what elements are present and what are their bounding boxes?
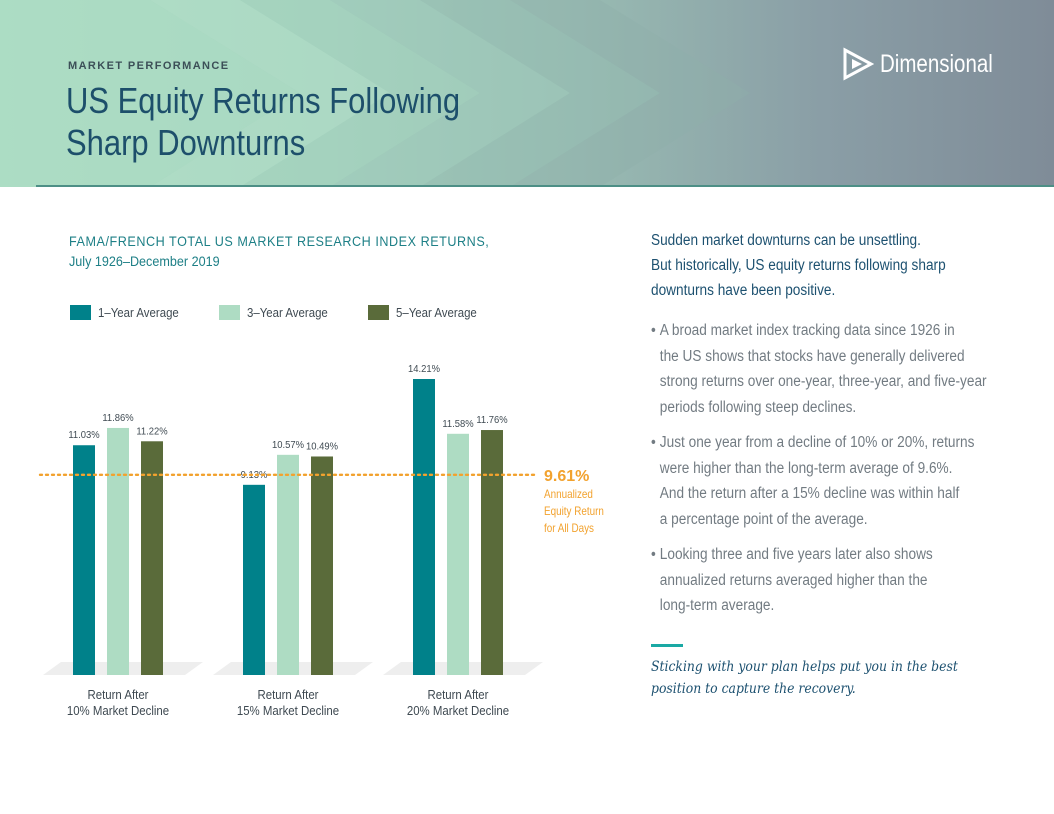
closing-line: position to capture the recovery. (651, 681, 856, 697)
bullet-line: strong returns over one-year, three-year… (659, 373, 987, 390)
bar (73, 445, 95, 675)
bullet-item: • Looking three and five years later als… (651, 542, 1003, 619)
bullet-line: Looking three and five years later also … (659, 546, 933, 563)
bar (277, 454, 299, 675)
intro-line: Sudden market downturns can be unsettlin… (651, 232, 921, 249)
dimensional-logo: Dimensional (842, 46, 1018, 82)
bar (447, 433, 469, 675)
bullet-line: A broad market index tracking data since… (659, 322, 955, 339)
legend-label: 5–Year Average (395, 305, 477, 320)
accent-divider (651, 644, 683, 647)
data-label: 9.13% (241, 469, 268, 481)
bar (413, 379, 435, 675)
legend-swatch (70, 305, 91, 320)
bullet-dot-icon: • (651, 322, 656, 339)
category-label: Return After (427, 687, 488, 702)
chart-heading-line: FAMA/FRENCH TOTAL US MARKET RESEARCH IND… (69, 233, 490, 249)
bullet-item: • Just one year from a decline of 10% or… (651, 430, 1003, 532)
data-label: 11.76% (476, 415, 507, 427)
bullet-line: the US shows that stocks have generally … (659, 347, 965, 365)
bullet-line: And the return after a 15% decline was w… (659, 485, 960, 502)
bar (107, 427, 129, 675)
data-label: 10.57% (272, 439, 304, 451)
bullet-line: periods following steep declines. (659, 398, 857, 416)
bullet-line: annualized returns averaged higher than … (659, 571, 928, 589)
reference-annotation: Equity Return (544, 505, 604, 518)
legend-item-5-year: 5–Year Average (367, 305, 488, 320)
legend-label: 1–Year Average (98, 305, 179, 320)
intro-text: Sudden market downturns can be unsettlin… (651, 228, 968, 303)
category-label: Return After (87, 687, 148, 702)
reference-annotation: Annualized (544, 488, 593, 501)
chart-heading-line: July 1926–December 2019 (69, 253, 220, 269)
bar (311, 456, 333, 675)
bullet-item: • A broad market index tracking data sin… (651, 318, 1003, 420)
intro-line: downturns have been positive. (651, 282, 836, 299)
title-line: Sharp Downturns (66, 122, 306, 163)
chart-legend: 1–Year Average 3–Year Average 5–Year Ave… (70, 305, 516, 320)
category-label: 15% Market Decline (237, 703, 339, 718)
bullet-dot-icon: • (651, 434, 656, 451)
bullet-line: a percentage point of the average. (659, 510, 868, 528)
data-label: 11.03% (68, 430, 99, 442)
data-label: 11.58% (442, 418, 473, 430)
bullet-line: were higher than the long-term average o… (659, 459, 953, 477)
bullet-line: long-term average. (659, 597, 775, 614)
category-label: 10% Market Decline (67, 703, 169, 718)
intro-line: But historically, US equity returns foll… (651, 257, 946, 274)
reference-value-label: 9.61% (544, 468, 589, 485)
legend-swatch (218, 305, 240, 320)
legend-swatch (367, 305, 389, 320)
bar (243, 484, 265, 675)
data-label: 10.49% (306, 441, 338, 453)
category-label: Return After (257, 687, 318, 702)
bullet-dot-icon: • (651, 546, 656, 563)
logo-text: Dimensional (880, 49, 993, 78)
bullet-line: Just one year from a decline of 10% or 2… (659, 434, 975, 451)
legend-label: 3–Year Average (246, 305, 328, 320)
dimensional-logo-icon (843, 47, 874, 81)
bullet-list: • A broad market index tracking data sin… (651, 318, 1003, 629)
legend-item-3-year: 3–Year Average (218, 305, 339, 320)
data-label: 11.22% (136, 426, 167, 438)
data-label: 14.21% (408, 364, 440, 376)
bar (141, 441, 163, 675)
reference-annotation: for All Days (544, 522, 594, 535)
chevron-pattern-icon (0, 0, 750, 187)
bar (481, 430, 503, 675)
closing-statement: Sticking with your plan helps put you in… (651, 656, 958, 700)
legend-item-1-year: 1–Year Average (70, 305, 190, 320)
data-label: 11.86% (102, 413, 133, 425)
closing-line: Sticking with your plan helps put you in… (651, 659, 958, 675)
eyebrow-label: MARKET PERFORMANCE (68, 60, 230, 72)
header-banner: MARKET PERFORMANCE US Equity Returns Fol… (0, 0, 1054, 187)
page-title: US Equity Returns Following Sharp Downtu… (66, 80, 461, 164)
banner-divider (36, 185, 1054, 187)
category-label: 20% Market Decline (407, 703, 509, 718)
chart-heading: FAMA/FRENCH TOTAL US MARKET RESEARCH IND… (69, 231, 489, 271)
title-line: US Equity Returns Following (66, 80, 461, 121)
